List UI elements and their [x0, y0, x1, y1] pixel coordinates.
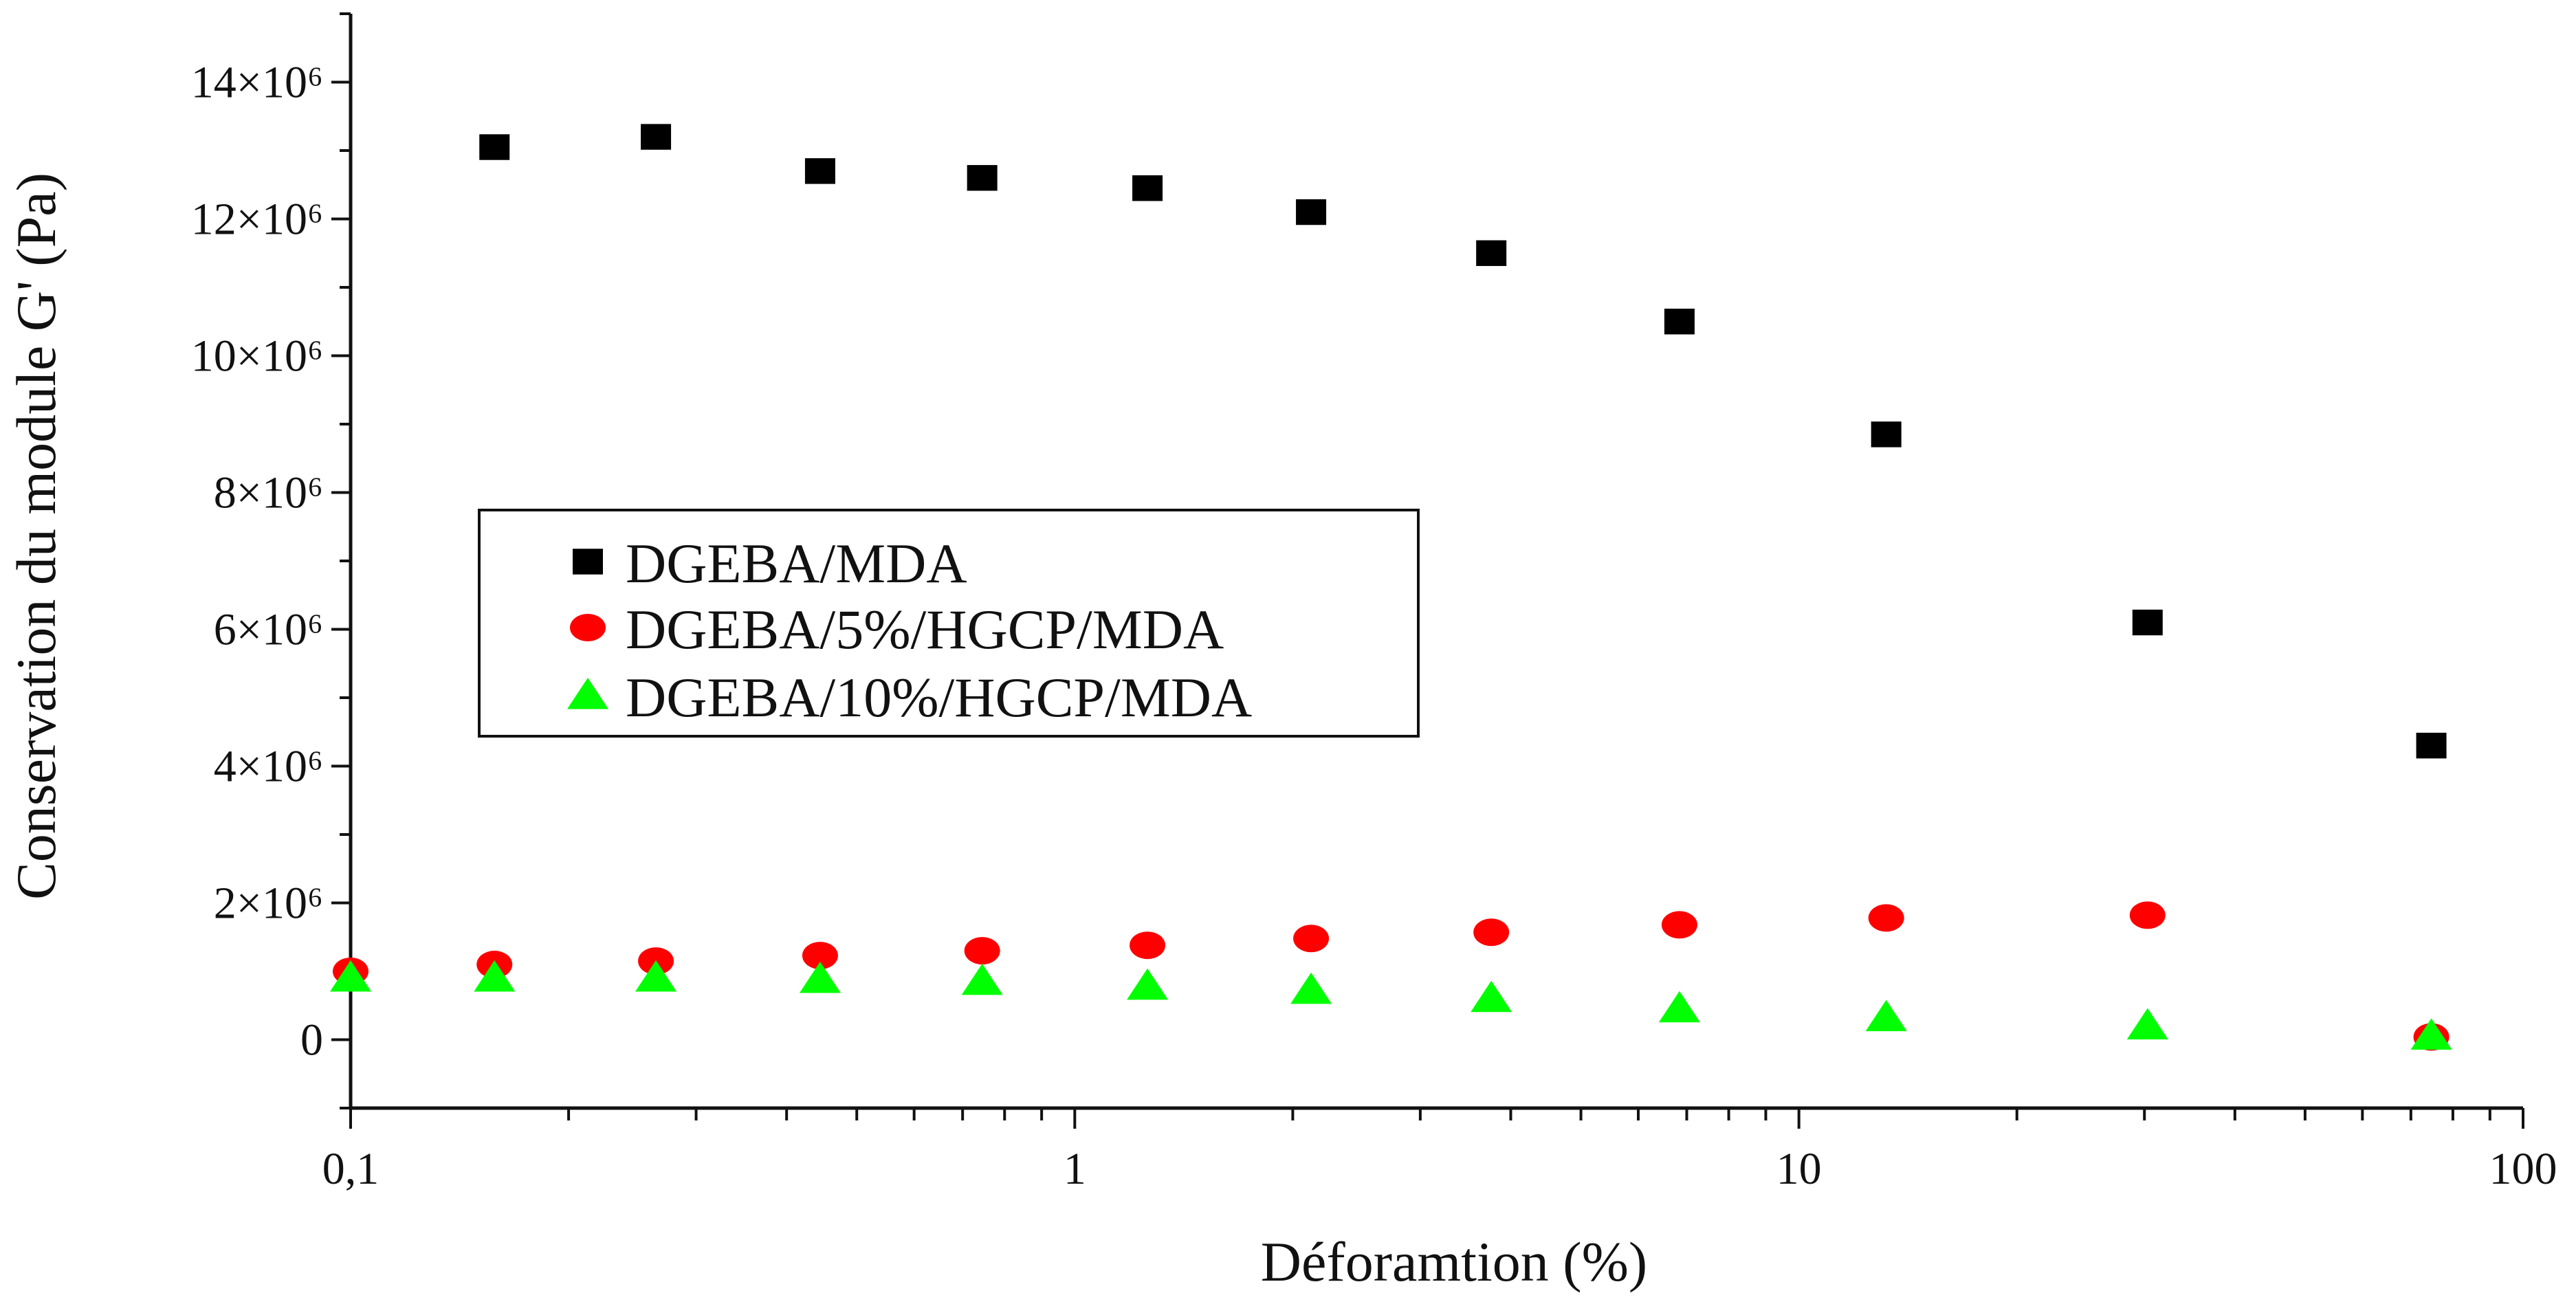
y-tick-label: 12×10⁶: [191, 195, 323, 245]
y-tick-label: 8×10⁶: [214, 468, 323, 518]
data-point: [802, 942, 838, 970]
data-point: [961, 963, 1003, 995]
data-point: [1865, 999, 1907, 1032]
data-point: [2416, 732, 2447, 759]
data-point: [1130, 931, 1166, 960]
data-point: [967, 165, 998, 191]
series-triangle: [330, 960, 2452, 1050]
y-tick-label: 4×10⁶: [214, 742, 323, 792]
y-tick-label: 6×10⁶: [214, 605, 323, 655]
data-series: [330, 124, 2452, 1051]
data-point: [635, 960, 677, 992]
legend-marker: [573, 549, 603, 575]
data-point: [804, 158, 835, 184]
data-point: [2126, 1008, 2168, 1040]
y-tick-label: 14×10⁶: [191, 58, 323, 108]
x-tick-label: 10: [1776, 1144, 1822, 1194]
x-tick-label: 100: [2489, 1144, 2557, 1194]
legend-label: DGEBA/10%/HGCP/MDA: [626, 666, 1252, 729]
y-tick-label: 0: [300, 1015, 323, 1065]
y-tick-label: 2×10⁶: [214, 878, 323, 929]
legend-marker: [570, 614, 606, 641]
data-point: [1132, 175, 1163, 201]
data-point: [1664, 309, 1695, 335]
series-square: [479, 124, 2447, 759]
data-point: [1293, 925, 1330, 953]
data-point: [1476, 240, 1507, 266]
x-axis-title: Déforamtion (%): [1261, 1230, 1647, 1293]
data-point: [1127, 968, 1169, 1000]
data-point: [1661, 911, 1697, 939]
y-tick-label: 10×10⁶: [191, 331, 323, 382]
data-point: [1296, 199, 1327, 225]
data-point: [1658, 991, 1700, 1023]
data-point: [1473, 918, 1510, 947]
legend-marker: [567, 678, 608, 709]
data-point: [474, 960, 516, 992]
data-point: [330, 960, 371, 992]
legend-label: DGEBA/5%/HGCP/MDA: [626, 598, 1224, 661]
data-point: [1871, 421, 1902, 447]
data-point: [1868, 904, 1904, 932]
data-point: [479, 134, 510, 160]
data-point: [2410, 1018, 2452, 1050]
ticks: 0 2×10⁶ 4×10⁶ 6×10⁶ 8×10⁶ 10×10⁶ 12×10⁶ 14×10⁶ 0…: [191, 12, 2557, 1194]
y-axis-title: Conservation du module G' (Pa): [5, 173, 67, 900]
data-point: [1471, 980, 1512, 1013]
x-tick-label: 1: [1064, 1144, 1086, 1194]
legend-label: DGEBA/MDA: [626, 532, 967, 595]
data-point: [1290, 972, 1332, 1004]
data-point: [641, 124, 672, 150]
legend: DGEBA/MDADGEBA/5%/HGCP/MDADGEBA/10%/HGCP…: [478, 509, 1420, 738]
data-point: [2129, 901, 2166, 929]
data-point: [2132, 609, 2163, 636]
legend-box: [478, 509, 1420, 738]
data-point: [799, 961, 841, 993]
x-tick-label: 0,1: [322, 1144, 379, 1194]
data-point: [964, 937, 1000, 965]
